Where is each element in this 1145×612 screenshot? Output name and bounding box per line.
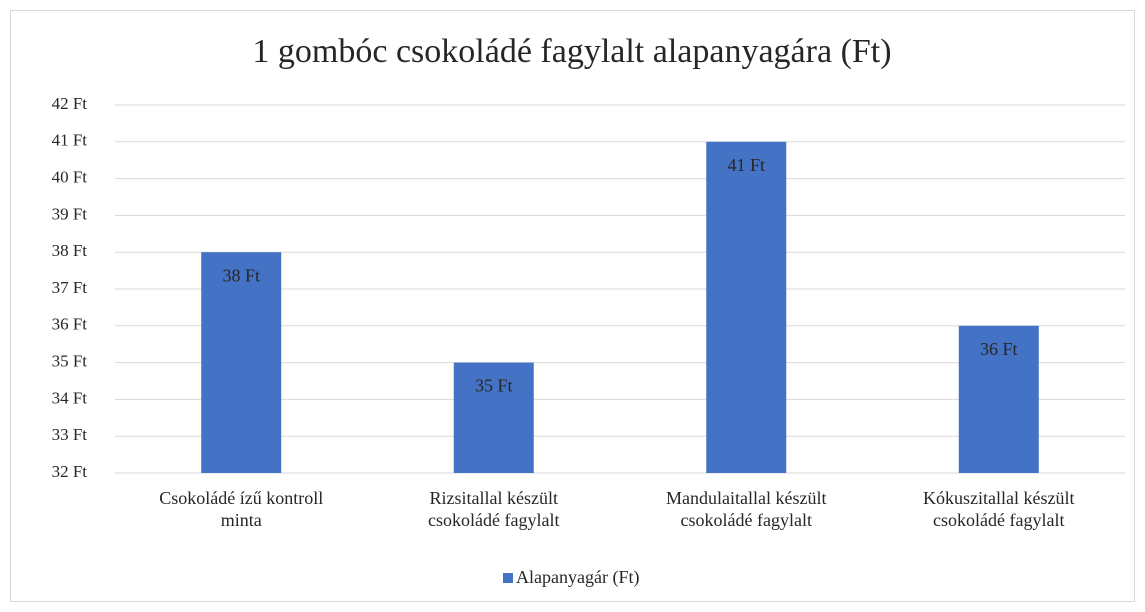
bar xyxy=(453,362,534,473)
legend-label: Alapanyagár (Ft) xyxy=(516,567,639,588)
y-tick-label: 37 Ft xyxy=(52,278,88,297)
y-tick-label: 40 Ft xyxy=(52,168,88,187)
y-tick-label: 39 Ft xyxy=(52,204,88,223)
legend-swatch xyxy=(503,573,513,583)
bar xyxy=(958,325,1039,473)
bar xyxy=(706,141,787,474)
x-tick-label: Mandulaitallal készült csokoládé fagylal… xyxy=(666,488,827,530)
data-label: 41 Ft xyxy=(727,155,765,175)
y-tick-label: 32 Ft xyxy=(52,462,88,481)
y-tick-label: 33 Ft xyxy=(52,425,88,444)
chart-border xyxy=(10,10,1135,602)
x-tick-label: Kókuszitallal készült csokoládé fagylalt xyxy=(923,488,1075,530)
data-label: 35 Ft xyxy=(475,376,513,396)
y-tick-label: 38 Ft xyxy=(52,241,88,260)
x-tick-label: Csokoládé ízű kontroll minta xyxy=(159,488,324,530)
y-tick-label: 34 Ft xyxy=(52,388,88,407)
y-tick-label: 42 Ft xyxy=(52,94,88,113)
y-tick-label: 35 Ft xyxy=(52,352,88,371)
x-tick-label: Rizsitallal készült csokoládé fagylalt xyxy=(428,488,560,530)
data-label: 38 Ft xyxy=(222,265,260,285)
data-label: 36 Ft xyxy=(980,339,1018,359)
y-tick-label: 41 Ft xyxy=(52,131,88,150)
bar xyxy=(201,252,282,473)
chart-title: 1 gombóc csokoládé fagylalt alapanyagára… xyxy=(252,33,891,70)
y-tick-label: 36 Ft xyxy=(52,315,88,334)
